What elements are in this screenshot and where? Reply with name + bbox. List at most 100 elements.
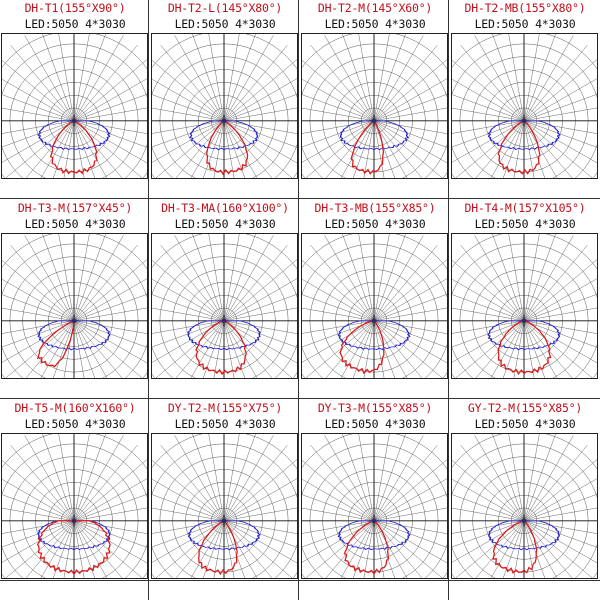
panel-title: DH-T3-M(157°X45°) bbox=[17, 201, 133, 215]
grid-spoke bbox=[73, 320, 147, 348]
center-marker bbox=[371, 318, 377, 323]
grid-spoke bbox=[152, 520, 225, 548]
grid-spoke bbox=[363, 520, 375, 578]
grid-spoke bbox=[492, 234, 525, 321]
grid-spoke bbox=[523, 235, 574, 321]
c0-curve-blue bbox=[487, 320, 561, 351]
grid-spoke bbox=[152, 507, 225, 522]
grid-spoke bbox=[223, 478, 297, 521]
grid-spoke bbox=[223, 445, 288, 521]
grid-spoke bbox=[523, 120, 597, 164]
grid-spoke bbox=[373, 120, 447, 164]
grid-spoke bbox=[42, 234, 75, 321]
panel-9: DH-T5-M(160°X160°) LED:5050 4*3030 bbox=[0, 400, 150, 600]
grid-spoke bbox=[152, 120, 225, 134]
grid-spoke bbox=[340, 520, 375, 578]
grid-spoke bbox=[452, 460, 525, 521]
grid-spoke bbox=[373, 459, 447, 521]
center-marker bbox=[521, 118, 527, 123]
panel-title: DH-T1(155°X90°) bbox=[24, 1, 126, 15]
grid-spoke bbox=[2, 120, 75, 148]
grid-spoke bbox=[302, 520, 375, 563]
grid-spoke bbox=[223, 320, 235, 378]
grid-spoke bbox=[190, 520, 225, 578]
grid-spoke bbox=[373, 520, 447, 564]
grid-spoke bbox=[223, 120, 235, 178]
panel-12: GY-T2-M(155°X85°) LED:5050 4*3030 bbox=[450, 400, 600, 600]
grid-spoke bbox=[373, 35, 424, 121]
grid-spoke bbox=[152, 307, 225, 322]
grid-spoke bbox=[223, 520, 297, 564]
grid-spoke bbox=[373, 120, 447, 148]
grid-spoke bbox=[523, 320, 535, 378]
grid-spoke bbox=[223, 459, 297, 521]
grid-spoke bbox=[223, 520, 293, 578]
panel-led-spec: LED:5050 4*3030 bbox=[174, 17, 276, 31]
center-marker bbox=[371, 518, 377, 523]
grid-spoke bbox=[73, 259, 147, 321]
grid-spoke bbox=[2, 460, 75, 521]
grid-spoke bbox=[174, 235, 225, 321]
grid-spoke bbox=[223, 245, 288, 321]
grid-spoke bbox=[452, 520, 525, 548]
grid-spoke bbox=[523, 78, 597, 121]
grid-spoke bbox=[340, 120, 375, 178]
grid-spoke bbox=[502, 520, 525, 578]
grid-spoke bbox=[373, 259, 447, 321]
grid-spoke bbox=[73, 35, 124, 121]
grid-spoke bbox=[160, 45, 225, 121]
grid-spoke bbox=[2, 260, 75, 321]
grid-spoke bbox=[152, 320, 225, 334]
grid-spoke bbox=[223, 120, 297, 134]
grid-spoke bbox=[2, 520, 75, 548]
grid-spoke bbox=[152, 107, 225, 122]
grid-ring bbox=[452, 34, 597, 178]
grid-spoke bbox=[73, 435, 124, 521]
grid-spoke bbox=[302, 507, 375, 522]
grid-spoke bbox=[223, 235, 274, 321]
grid-spoke bbox=[452, 320, 525, 363]
grid-spoke bbox=[523, 435, 574, 521]
polar-distribution-chart bbox=[1, 433, 148, 579]
grid-spoke bbox=[363, 320, 375, 378]
grid-spoke bbox=[208, 234, 225, 321]
grid-spoke bbox=[223, 234, 256, 321]
grid-spoke bbox=[160, 245, 225, 321]
grid-spoke bbox=[373, 320, 423, 378]
grid-spoke bbox=[73, 45, 138, 121]
polar-distribution-chart bbox=[451, 233, 598, 379]
grid-spoke bbox=[40, 320, 75, 378]
center-marker bbox=[521, 518, 527, 523]
grid-spoke bbox=[73, 320, 143, 378]
c90-curve-red bbox=[350, 120, 385, 175]
grid-spoke bbox=[460, 445, 525, 521]
panel-title: DY-T2-M(155°X75°) bbox=[167, 401, 283, 415]
grid-spoke bbox=[452, 60, 525, 121]
grid-spoke bbox=[302, 320, 375, 363]
grid-spoke bbox=[452, 320, 525, 348]
grid-spoke bbox=[73, 320, 108, 378]
grid-spoke bbox=[223, 120, 246, 178]
divider bbox=[448, 0, 449, 600]
grid-spoke bbox=[373, 307, 447, 322]
grid-spoke bbox=[363, 120, 375, 178]
panel-title: DH-T5-M(160°X160°) bbox=[14, 401, 136, 415]
grid-spoke bbox=[73, 520, 143, 578]
grid-spoke bbox=[73, 234, 90, 321]
c0-curve-blue bbox=[37, 520, 111, 551]
grid-spoke bbox=[373, 445, 438, 521]
panel-4: DH-T2-MB(155°X80°) LED:5050 4*3030 bbox=[450, 0, 600, 200]
c0-curve-blue bbox=[488, 520, 560, 551]
grid-spoke bbox=[5, 520, 75, 578]
grid-spoke bbox=[73, 34, 106, 121]
grid-spoke bbox=[192, 34, 225, 121]
grid-spoke bbox=[373, 520, 447, 548]
polar-distribution-chart bbox=[301, 33, 448, 179]
c90-curve-red bbox=[339, 320, 385, 375]
grid-spoke bbox=[223, 520, 297, 534]
grid-spoke bbox=[73, 278, 147, 321]
grid-spoke bbox=[523, 120, 573, 178]
grid-spoke bbox=[152, 460, 225, 521]
grid-spoke bbox=[373, 34, 406, 121]
grid-spoke bbox=[73, 59, 147, 121]
